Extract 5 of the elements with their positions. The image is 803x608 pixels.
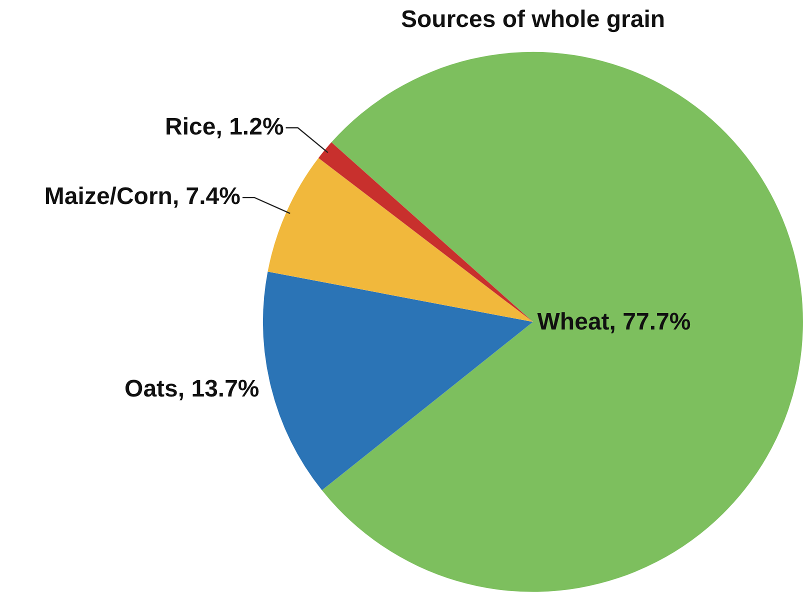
chart-title: Sources of whole grain <box>400 6 666 34</box>
slice-label: Wheat, 77.7% <box>537 308 691 336</box>
slice-label: Rice, 1.2% <box>165 113 284 140</box>
slice-label: Maize/Corn, 7.4% <box>44 183 240 210</box>
slice-label: Oats, 13.7% <box>124 375 260 402</box>
